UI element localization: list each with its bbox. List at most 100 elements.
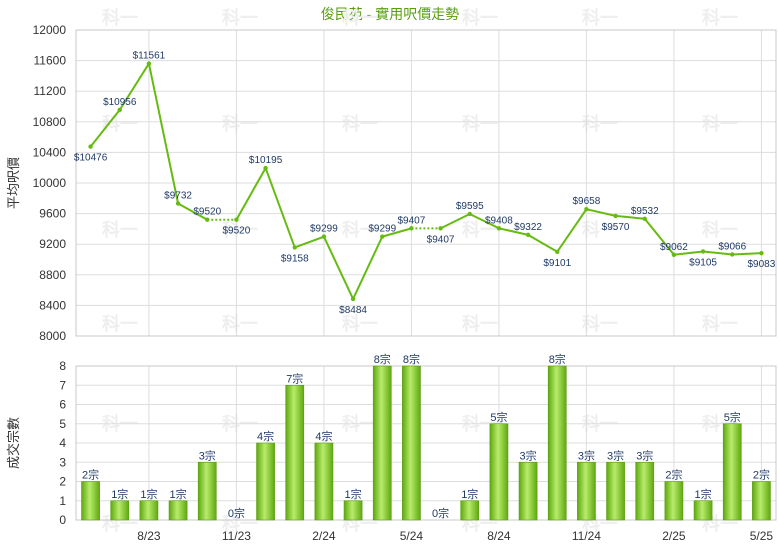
watermark-text: 科一 bbox=[462, 7, 498, 28]
price-line-segment bbox=[615, 214, 645, 220]
volume-bar bbox=[606, 461, 625, 521]
price-point bbox=[555, 249, 560, 254]
price-point bbox=[759, 250, 764, 256]
volume-bar-label: 1宗 bbox=[461, 487, 478, 501]
price-data-label: $9322 bbox=[514, 222, 542, 233]
volume-bar-label: 8宗 bbox=[549, 352, 566, 366]
volume-bar bbox=[518, 461, 538, 521]
volume-bar-label: 3宗 bbox=[607, 448, 624, 462]
volume-bar bbox=[635, 461, 655, 521]
price-y-tick-label: 10800 bbox=[33, 115, 67, 129]
volume-bar bbox=[110, 500, 130, 521]
volume-bar-label: 3宗 bbox=[199, 448, 216, 462]
volume-bar-label: 1宗 bbox=[170, 487, 187, 501]
volume-bar bbox=[752, 481, 771, 521]
watermark-text: 科一 bbox=[342, 313, 378, 334]
price-line-segment bbox=[673, 250, 704, 256]
price-y-tick-label: 9200 bbox=[39, 237, 66, 251]
price-data-label: $9062 bbox=[660, 242, 688, 253]
price-data-label: $9532 bbox=[631, 206, 659, 217]
watermark-text: 科一 bbox=[702, 7, 738, 28]
price-point bbox=[117, 107, 122, 113]
volume-bar-label: 2宗 bbox=[82, 468, 99, 482]
volume-y-tick-label: 5 bbox=[59, 417, 66, 431]
price-y-tick-label: 8800 bbox=[39, 268, 66, 282]
volume-bar-label: 3宗 bbox=[578, 448, 595, 462]
volume-bar-label: 3宗 bbox=[636, 448, 653, 462]
price-point bbox=[409, 226, 414, 231]
price-point bbox=[175, 201, 181, 206]
x-tick-label: 11/24 bbox=[572, 529, 601, 543]
watermark-text: 科一 bbox=[462, 113, 498, 134]
price-point bbox=[496, 226, 502, 231]
price-line-segment bbox=[732, 252, 762, 256]
watermark-text: 科一 bbox=[222, 313, 258, 334]
price-y-tick-label: 12000 bbox=[33, 23, 67, 37]
volume-bar bbox=[577, 461, 596, 521]
x-tick-label: 5/24 bbox=[400, 529, 424, 543]
price-line-segment bbox=[352, 236, 384, 300]
price-point bbox=[350, 296, 356, 302]
volume-bar bbox=[314, 442, 334, 521]
watermark-text: 科一 bbox=[102, 219, 138, 240]
volume-bar-label: 5宗 bbox=[724, 410, 741, 424]
price-y-tick-label: 8000 bbox=[39, 329, 66, 343]
watermark-text: 科一 bbox=[222, 7, 258, 28]
price-line-segment bbox=[440, 213, 471, 230]
price-point bbox=[146, 61, 152, 66]
volume-bar-label: 0宗 bbox=[228, 506, 245, 520]
volume-bar-label: 1宗 bbox=[111, 487, 128, 501]
price-data-label: $11561 bbox=[133, 51, 166, 62]
price-y-tick-label: 9600 bbox=[39, 207, 66, 221]
volume-bar bbox=[693, 500, 713, 521]
price-line-segment bbox=[702, 250, 733, 256]
volume-bar-label: 7宗 bbox=[286, 371, 303, 385]
watermark-text: 科一 bbox=[102, 113, 138, 134]
price-line-segment bbox=[586, 208, 616, 217]
price-line-segment bbox=[643, 218, 675, 256]
volume-bar bbox=[722, 423, 742, 521]
price-point bbox=[205, 217, 210, 222]
price-y-tick-label: 8400 bbox=[39, 298, 66, 312]
volume-y-tick-label: 2 bbox=[59, 475, 66, 489]
watermark-text: 科一 bbox=[222, 513, 258, 534]
price-line-segment bbox=[469, 213, 500, 230]
volume-bar-label: 3宗 bbox=[520, 448, 537, 462]
price-data-label: $9105 bbox=[689, 257, 717, 268]
watermark-text: 科一 bbox=[342, 7, 378, 28]
volume-y-tick-label: 0 bbox=[59, 513, 66, 527]
price-data-label: $9595 bbox=[456, 201, 484, 212]
x-tick-label: 11/23 bbox=[222, 529, 251, 543]
volume-bar-label: 2宗 bbox=[753, 468, 770, 482]
price-line-segment bbox=[323, 236, 354, 300]
price-line-segment bbox=[177, 202, 208, 221]
price-point bbox=[88, 144, 93, 149]
price-point bbox=[292, 245, 297, 250]
price-data-label: $10195 bbox=[249, 155, 283, 166]
volume-bar-label: 2宗 bbox=[665, 468, 682, 482]
volume-y-tick-label: 4 bbox=[59, 436, 66, 450]
price-point bbox=[700, 249, 706, 254]
volume-bar-label: 1宗 bbox=[345, 487, 362, 501]
price-point bbox=[525, 232, 531, 238]
price-line-segment bbox=[294, 235, 325, 249]
price-plot-frame bbox=[75, 29, 777, 337]
price-y-axis-label: 平均呎價 bbox=[6, 157, 21, 209]
price-data-label: $9732 bbox=[164, 191, 192, 202]
volume-y-tick-label: 7 bbox=[59, 378, 66, 392]
price-line-segment bbox=[527, 234, 558, 253]
price-line-segment bbox=[556, 208, 588, 253]
price-data-label: $9066 bbox=[718, 241, 746, 252]
watermark-text: 科一 bbox=[702, 219, 738, 240]
price-data-label: $9299 bbox=[368, 224, 396, 235]
volume-y-tick-label: 8 bbox=[59, 359, 66, 373]
price-point bbox=[380, 234, 385, 239]
price-data-label: $9158 bbox=[281, 253, 309, 264]
watermark-text: 科一 bbox=[342, 113, 378, 134]
watermark-text: 科一 bbox=[102, 7, 138, 28]
volume-y-axis-label: 成交宗數 bbox=[6, 417, 21, 469]
x-tick-label: 8/23 bbox=[137, 529, 161, 543]
volume-bar-label: 4宗 bbox=[315, 429, 332, 443]
price-point bbox=[642, 216, 647, 222]
